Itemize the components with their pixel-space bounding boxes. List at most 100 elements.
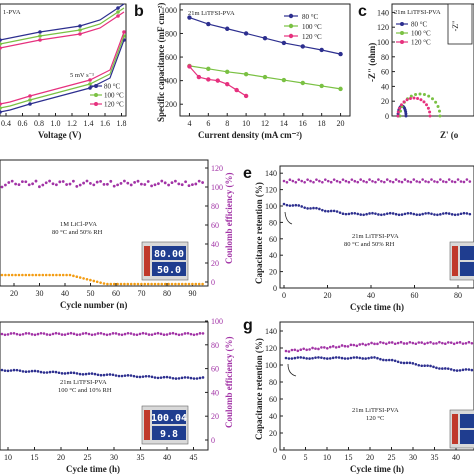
panel-f-cap-point	[150, 375, 154, 379]
panel-f-ytick-label: 60	[211, 365, 219, 374]
panel-e-ce-point	[447, 178, 451, 181]
panel-b-data-point	[262, 74, 268, 80]
panel-g-ce-point	[290, 348, 294, 352]
panel-g-ytick-label: 0	[273, 446, 277, 455]
panel-e-ce-point	[306, 178, 309, 181]
panel-f-ce-point	[48, 333, 52, 337]
panel-d-ce-point	[41, 183, 45, 187]
panel-f-cap-point	[66, 371, 70, 375]
panel-g-cap-point	[302, 356, 306, 360]
panel-g-ce-point	[376, 342, 379, 346]
panel-b-xtick-label: 12	[261, 119, 269, 128]
panel-f-ce-point	[120, 333, 124, 337]
panel-f-cap-point	[90, 372, 94, 375]
panel-b-xtick-label: 8	[225, 119, 229, 128]
panel-d-ce-point	[163, 181, 167, 185]
panel-c-label: c	[358, 3, 367, 20]
panel-e-cap-point	[421, 212, 424, 216]
panel-g-cap-point	[446, 367, 450, 370]
panel-f-cap-point	[123, 374, 127, 377]
panel-g-ytick-label: 120	[265, 344, 277, 353]
panel-g-cap-point	[287, 357, 291, 360]
panel-d-ce-point	[123, 179, 126, 183]
panel-a-cv-upper-2	[0, 11, 125, 49]
panel-d-cap-point	[24, 273, 28, 277]
panel-b-data-point	[196, 74, 202, 80]
panel-e-ce-point	[285, 180, 289, 184]
panel-d-cap-point	[174, 282, 177, 286]
panel-f-cap-point	[180, 376, 184, 380]
panel-g-ce-point	[464, 341, 468, 345]
panel-f-ce-point	[69, 331, 73, 335]
panel-g-ce-point	[382, 341, 385, 345]
panel-f-xlabel: Cycle time (h)	[66, 464, 120, 474]
panel-g-ce-point	[393, 342, 397, 346]
panel-e-cap-point	[329, 209, 333, 213]
panel-d-cap-point	[51, 273, 55, 277]
panel-e-ce-point	[321, 180, 324, 184]
panel-e-cap-point	[332, 209, 336, 213]
panel-b-legend-marker	[288, 23, 294, 29]
panel-f-ce-point	[183, 332, 187, 335]
panel-g-cap-point	[452, 368, 456, 372]
panel-d-cap-point	[61, 273, 65, 277]
panel-f-cap-point	[192, 377, 196, 380]
panel-c-data-point	[399, 103, 403, 107]
panel-d-cap-point	[72, 274, 75, 278]
panel-e-ce-point	[324, 178, 327, 181]
panel-g-cap-point	[458, 369, 462, 372]
panel-f-cap-point	[120, 374, 124, 378]
panel-f-cap-point	[138, 375, 142, 379]
panel-g-ce-point	[337, 345, 341, 349]
panel-g-ytick-label: 80	[269, 378, 277, 387]
panel-a-point	[116, 10, 120, 14]
panel-f-ytick-label: 40	[211, 388, 219, 397]
panel-d-cap-point	[191, 282, 194, 286]
panel-d-cap-point	[201, 282, 204, 286]
panel-f-ce-point	[45, 333, 49, 336]
panel-a-legend-label: 120 °C	[104, 101, 124, 109]
panel-b-legend-marker	[288, 33, 294, 39]
panel-g-cap-point	[328, 357, 332, 360]
panel-g-ce-point	[461, 342, 465, 345]
panel-g-arrow	[287, 363, 297, 377]
panel-g-ce-point	[293, 348, 297, 352]
panel-a-sample-label: 1-PVA	[3, 9, 21, 16]
panel-f-cap-point	[81, 373, 85, 376]
panel-b-ytick-label: 600	[165, 53, 177, 62]
panel-g-ytick-label: 140	[265, 327, 277, 336]
panel-e-cap-point	[321, 208, 324, 212]
panel-e-ce-point	[388, 180, 392, 183]
panel-e-ce-point	[377, 178, 380, 181]
panel-g-ce-point	[429, 340, 432, 344]
panel-d-ce-point	[31, 182, 34, 186]
panel-e-ce-point	[297, 178, 301, 181]
panel-b-data-point	[187, 64, 192, 69]
panel-g-cap-point	[399, 361, 403, 364]
panel-e-cap-point	[430, 212, 433, 216]
panel-f-ce-point	[42, 332, 46, 335]
panel-f-cap-point	[99, 373, 103, 377]
panel-g-ce-point	[467, 340, 471, 344]
panel-d-cap-point	[143, 282, 147, 286]
panel-d-ce-point	[7, 181, 11, 184]
panel-g-cap-point	[432, 365, 435, 369]
panel-f-annotation-1: 21m LiTFSI-PVA	[60, 379, 107, 386]
panel-f-ce-point	[0, 332, 4, 336]
panel-d-ce-point	[160, 179, 164, 183]
panel-d-ce-point	[44, 181, 48, 185]
panel-d-ce-point	[0, 185, 4, 189]
panel-d-ce-point	[95, 180, 99, 184]
panel-b-data-point	[281, 77, 287, 83]
panel-e-ytick-label: 20	[269, 268, 277, 277]
panel-c-data-point	[422, 93, 426, 97]
panel-d-ce-point	[167, 183, 171, 187]
panel-g-xtick-label: 5	[304, 453, 308, 462]
panel-c-data-point	[422, 100, 426, 104]
panel-d-cap-point	[167, 282, 170, 286]
panel-g-ce-point	[287, 350, 291, 353]
panel-e-xlabel: Cycle time (h)	[350, 302, 404, 312]
panel-e-cap-point	[300, 205, 304, 208]
panel-b-xtick-label: 20	[337, 119, 345, 128]
panel-f-cap-point	[51, 370, 55, 374]
